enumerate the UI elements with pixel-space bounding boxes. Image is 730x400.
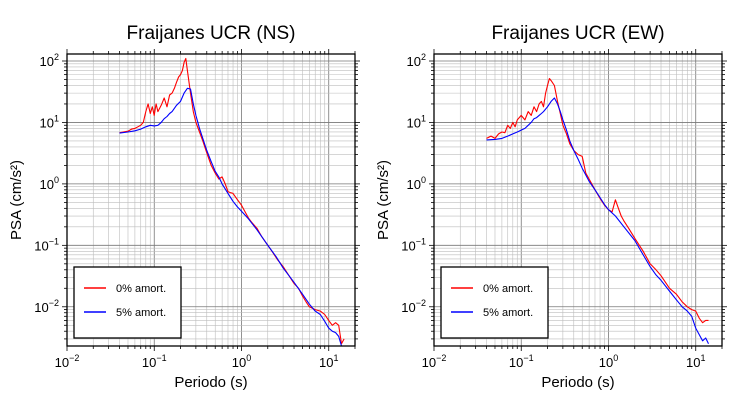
legend-box <box>73 266 182 339</box>
y-tick-label: 10−2 <box>34 298 59 315</box>
y-axis-label: PSA (cm/s²) <box>8 160 25 240</box>
grid <box>433 54 723 346</box>
series-line-red <box>119 57 345 345</box>
x-axis-label: Periodo (s) <box>541 374 614 391</box>
x-tick-label: 10−2 <box>422 353 447 370</box>
legend: 0% amort. 5% amort. <box>440 266 549 339</box>
series-line-blue <box>486 97 709 345</box>
y-tick-label: 100 <box>40 175 59 192</box>
legend-label: 5% amort. <box>116 307 166 319</box>
y-tick-label: 10−2 <box>401 298 426 315</box>
tick-marks <box>429 49 727 351</box>
series-group <box>119 57 345 346</box>
x-tick-label: 10−2 <box>55 353 80 370</box>
y-tick-label: 101 <box>40 113 59 130</box>
grid <box>66 54 356 346</box>
chart-panel-1: 10−2 10−1 100 101 10−2 10−1 100 101 102 Fraijanes… <box>8 23 360 391</box>
legend-box <box>440 266 549 339</box>
plot-frame <box>66 53 356 347</box>
tick-marks <box>62 49 360 351</box>
plot-frame <box>433 53 723 347</box>
chart-panel-2: 10−2 10−1 100 101 10−2 10−1 100 101 102 Fraijanes… <box>375 23 727 391</box>
series-line-blue <box>119 87 343 346</box>
y-tick-label: 102 <box>407 52 426 69</box>
y-tick-label: 100 <box>407 175 426 192</box>
y-tick-label: 102 <box>40 52 59 69</box>
x-tick-label: 10−1 <box>509 353 534 370</box>
series-group <box>486 77 709 345</box>
x-tick-label: 100 <box>232 353 251 370</box>
x-tick-label: 10−1 <box>142 353 167 370</box>
y-tick-label: 10−1 <box>401 236 426 253</box>
legend-label: 5% amort. <box>483 307 533 319</box>
x-tick-label: 101 <box>686 353 705 370</box>
y-axis-label: PSA (cm/s²) <box>375 160 392 240</box>
series-line-red <box>486 77 709 324</box>
chart-title: Fraijanes UCR (NS) <box>127 23 296 44</box>
x-axis-label: Periodo (s) <box>174 374 247 391</box>
x-tick-label: 101 <box>319 353 338 370</box>
chart-title: Fraijanes UCR (EW) <box>491 23 664 44</box>
legend: 0% amort. 5% amort. <box>73 266 182 339</box>
legend-label: 0% amort. <box>116 283 166 295</box>
x-tick-label: 100 <box>599 353 618 370</box>
y-tick-label: 10−1 <box>34 236 59 253</box>
legend-label: 0% amort. <box>483 283 533 295</box>
y-tick-label: 101 <box>407 113 426 130</box>
